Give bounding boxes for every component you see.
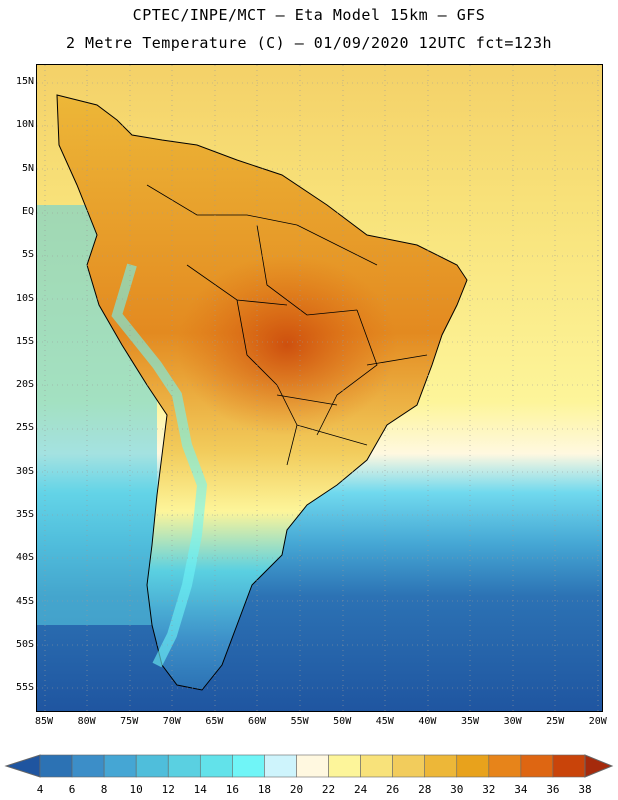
- colorbar-level-label: 8: [100, 783, 108, 796]
- lat-label: 15N: [15, 76, 34, 87]
- lon-label: 45W: [375, 716, 394, 727]
- colorbar-level-label: 10: [129, 783, 143, 796]
- lon-label: 55W: [290, 716, 309, 727]
- lat-label: 25S: [15, 422, 34, 434]
- map-title-variable: 2 Metre Temperature (C) – 01/09/2020 12U…: [65, 34, 553, 52]
- andes-cool-band: [111, 263, 208, 668]
- colorbar-swatch: [199, 754, 233, 778]
- colorbar-level-label: 28: [418, 783, 432, 796]
- colorbar-level-label: 4: [36, 783, 44, 796]
- colorbar-swatch: [71, 754, 105, 778]
- lat-label: EQ: [21, 205, 34, 217]
- colorbar-arrow-high: [584, 754, 614, 778]
- lat-label: 55S: [15, 682, 34, 694]
- map-svg: [37, 65, 602, 711]
- colorbar-level-label: 6: [68, 783, 76, 796]
- colorbar-swatch: [103, 754, 137, 778]
- lon-label: 30W: [503, 716, 522, 727]
- lat-label: 50S: [15, 638, 34, 650]
- colorbar-level-label: 12: [161, 783, 175, 796]
- colorbar-level-label: 32: [482, 783, 496, 796]
- colorbar-arrow-low: [4, 754, 41, 778]
- colorbar-level-label: 38: [578, 783, 592, 796]
- lat-label: 40S: [15, 552, 34, 564]
- colorbar-level-label: 18: [257, 783, 272, 796]
- lon-label: 20W: [588, 716, 607, 727]
- colorbar-swatch: [39, 754, 73, 778]
- lat-label: 30S: [15, 465, 34, 477]
- colorbar-level-label: 24: [353, 783, 368, 796]
- lat-label: 45S: [15, 595, 34, 607]
- colorbar-swatch: [264, 754, 297, 778]
- colorbar-swatch: [167, 754, 201, 778]
- colorbar-swatch: [520, 754, 554, 778]
- lat-label: 15S: [15, 335, 34, 347]
- colorbar-level-label: 16: [225, 783, 239, 796]
- colorbar-swatch: [360, 754, 393, 778]
- lon-label: 25W: [546, 716, 565, 727]
- lon-label: 70W: [162, 716, 181, 727]
- colorbar-swatch: [392, 754, 426, 778]
- colorbar-level-label: 22: [321, 783, 336, 796]
- colorbar-level-label: 14: [193, 783, 207, 796]
- lat-label: 10N: [15, 119, 34, 131]
- colorbar-swatch: [552, 754, 586, 778]
- lon-label: 35W: [460, 716, 480, 727]
- lon-label: 60W: [247, 716, 267, 727]
- colorbar-level-label: 36: [546, 783, 560, 796]
- colorbar-swatch: [232, 754, 265, 778]
- colorbar-level-label: 34: [514, 783, 528, 796]
- lon-label: 85W: [34, 716, 54, 727]
- grid-lines: [37, 65, 602, 711]
- lon-label: 40W: [418, 716, 437, 727]
- map-title-model: CPTEC/INPE/MCT – Eta Model 15km – GFS: [132, 6, 486, 24]
- colorbar-level-label: 20: [289, 783, 304, 796]
- colorbar-swatch: [296, 754, 329, 778]
- lon-label: 50W: [333, 716, 352, 727]
- colorbar-swatch: [424, 754, 458, 778]
- colorbar-swatch: [456, 754, 490, 778]
- lon-label: 80W: [77, 716, 96, 727]
- lat-label: 35S: [15, 509, 34, 520]
- temperature-map: [36, 64, 603, 712]
- colorbar-swatch: [328, 754, 361, 778]
- hot-core-central-brazil: [177, 255, 397, 435]
- colorbar-swatch: [135, 754, 169, 778]
- colorbar: [4, 754, 614, 778]
- lat-label: 5N: [21, 162, 34, 174]
- lat-label: 5S: [21, 249, 34, 261]
- lat-label: 10S: [15, 292, 34, 304]
- colorbar-level-label: 26: [386, 783, 400, 796]
- lon-label: 75W: [120, 716, 139, 727]
- lat-label: 20S: [15, 379, 34, 391]
- lon-label: 65W: [205, 716, 224, 727]
- colorbar-swatch: [488, 754, 522, 778]
- colorbar-level-label: 30: [450, 783, 464, 796]
